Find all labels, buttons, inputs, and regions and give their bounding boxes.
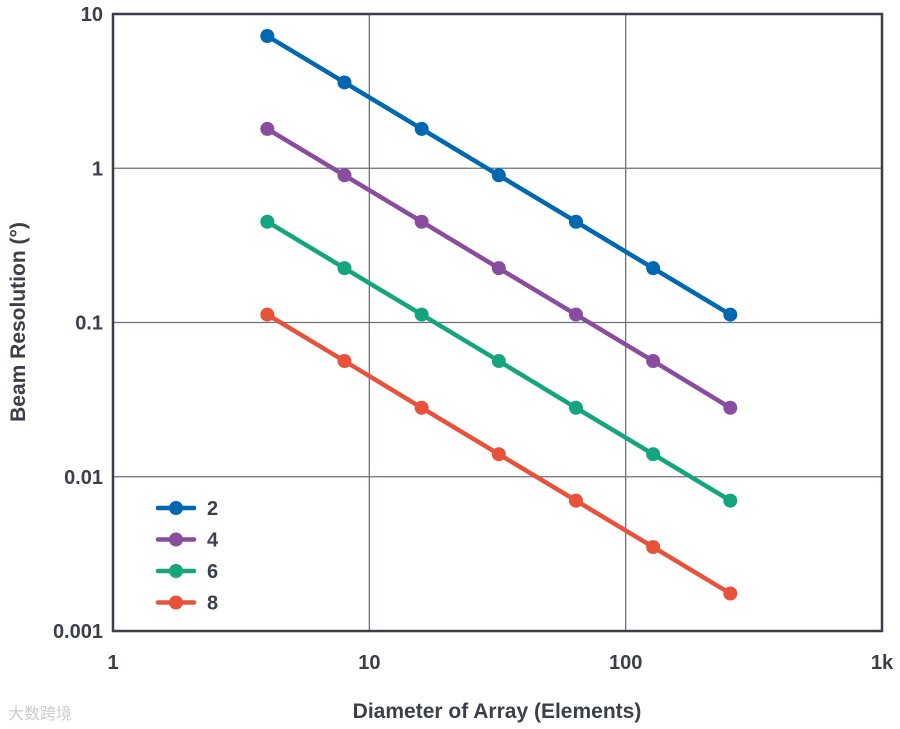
x-tick-label: 1	[107, 652, 118, 674]
data-point	[414, 400, 429, 415]
data-point	[414, 121, 429, 136]
data-point	[723, 493, 738, 508]
data-point	[568, 214, 583, 229]
data-point	[260, 307, 275, 322]
legend-item-4: 4	[155, 530, 219, 552]
data-point	[646, 354, 661, 369]
series-8	[260, 307, 738, 601]
data-point	[491, 354, 506, 369]
legend-marker	[169, 595, 183, 610]
watermark: 大数跨境	[8, 704, 73, 723]
data-point	[568, 493, 583, 508]
data-point	[491, 168, 506, 183]
data-point	[414, 307, 429, 322]
data-point	[491, 447, 506, 462]
data-point	[723, 400, 738, 415]
data-point	[723, 307, 738, 322]
data-point	[646, 540, 661, 555]
x-tick-label: 10	[358, 652, 380, 674]
legend-marker	[169, 564, 183, 578]
series-6	[260, 214, 738, 508]
y-tick-labels: 0.001 0.01 0.1 1 10	[53, 4, 103, 643]
data-point	[337, 261, 352, 276]
legend-marker	[169, 501, 183, 515]
legend-label: 2	[207, 498, 218, 520]
data-point	[646, 447, 661, 462]
data-point	[337, 354, 352, 369]
gridlines	[113, 14, 882, 631]
data-point	[414, 214, 429, 229]
y-tick-label: 0.01	[64, 467, 103, 489]
x-tick-label: 1k	[871, 652, 894, 674]
series-2	[260, 29, 738, 322]
data-point	[568, 307, 583, 322]
y-tick-label: 0.1	[75, 313, 103, 335]
legend-item-2: 2	[155, 498, 218, 520]
data-point	[337, 168, 352, 183]
legend-label: 6	[207, 561, 218, 583]
data-point	[260, 29, 275, 44]
legend-marker	[169, 532, 183, 547]
legend-label: 4	[207, 530, 219, 552]
x-tick-labels: 1 10 100 1k	[107, 652, 894, 674]
y-tick-label: 10	[81, 4, 103, 26]
series-4	[260, 121, 738, 415]
y-axis-title: Beam Resolution (°)	[7, 222, 30, 422]
data-point	[260, 214, 275, 229]
data-point	[491, 261, 506, 276]
data-point	[568, 400, 583, 415]
legend-label: 8	[207, 593, 218, 615]
legend-item-8: 8	[155, 593, 218, 615]
data-point	[723, 586, 738, 601]
x-tick-label: 100	[609, 652, 642, 674]
data-point	[260, 121, 275, 136]
x-axis-title: Diameter of Array (Elements)	[353, 700, 642, 723]
legend-item-6: 6	[155, 561, 218, 583]
y-tick-label: 0.001	[53, 621, 103, 643]
plot-frame	[111, 12, 884, 633]
legend: 2 4 6 8	[155, 498, 219, 615]
data-series	[260, 29, 738, 601]
data-point	[646, 261, 661, 276]
data-point	[337, 75, 352, 90]
y-tick-label: 1	[92, 158, 103, 180]
